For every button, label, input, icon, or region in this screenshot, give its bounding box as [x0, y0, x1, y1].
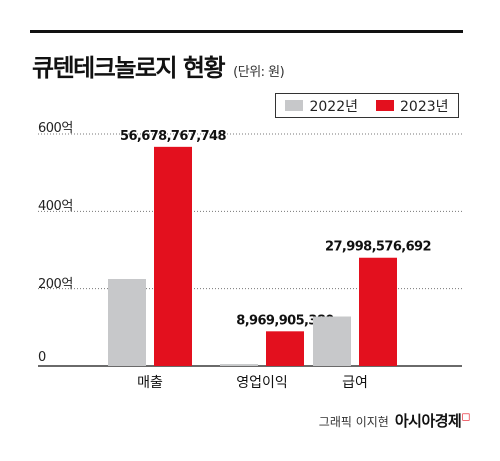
ytick-0: 0 — [38, 350, 46, 365]
bar-영업이익-2022년 — [220, 364, 258, 366]
brand-name: 아시아경제 — [394, 412, 462, 430]
footer: 그래픽 이지현 아시아경제◻ — [318, 410, 471, 431]
ytick-400: 400억 — [38, 199, 73, 214]
title-row: 큐텐테크놀로지 현황 (단위: 원) — [32, 48, 285, 83]
graphic-credit: 그래픽 이지현 — [318, 415, 389, 429]
ytick-600: 600억 — [38, 121, 73, 136]
legend-item-2022: 2022년 — [285, 96, 358, 116]
category-label-급여: 급여 — [342, 375, 368, 391]
category-label-영업이익: 영업이익 — [236, 375, 288, 391]
legend-label-2023: 2023년 — [400, 98, 449, 115]
legend-swatch-2022 — [285, 100, 304, 111]
data-label-영업이익: 8,969,905,380 — [236, 313, 334, 328]
legend-label-2022: 2022년 — [309, 98, 358, 115]
brand-mark-icon: ◻ — [461, 410, 470, 423]
unit-label: (단위: 원) — [233, 65, 285, 80]
ytick-200: 200억 — [38, 277, 73, 292]
legend-swatch-2023 — [376, 100, 394, 111]
bar-매출-2022년 — [108, 279, 146, 366]
brand-logo: 아시아경제◻ — [394, 410, 471, 431]
chart-title: 큐텐테크놀로지 현황 — [32, 54, 226, 82]
legend: 2022년 2023년 — [275, 93, 459, 118]
top-rule — [30, 30, 463, 33]
bar-급여-2022년 — [313, 316, 351, 366]
data-label-매출: 56,678,767,748 — [120, 129, 226, 144]
bar-영업이익-2023년 — [266, 331, 304, 366]
category-label-매출: 매출 — [137, 375, 163, 391]
legend-item-2023: 2023년 — [376, 96, 449, 116]
bar-급여-2023년 — [359, 257, 397, 366]
data-label-급여: 27,998,576,692 — [325, 240, 431, 255]
bar-매출-2023년 — [154, 146, 192, 366]
